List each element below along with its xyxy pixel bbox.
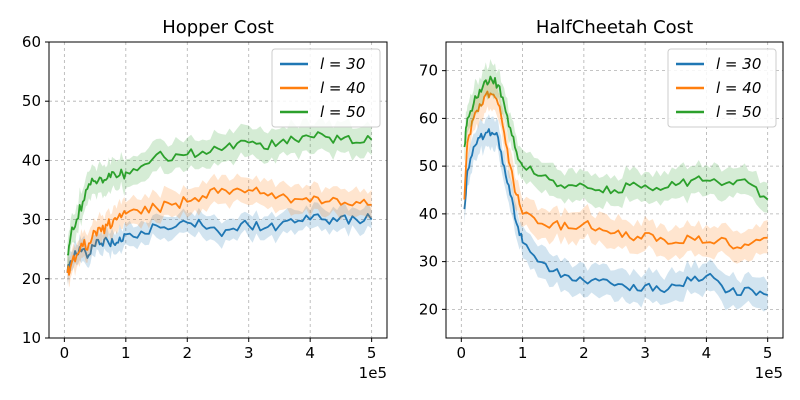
series-line-2	[66, 186, 372, 276]
x-tick-label: 2	[579, 344, 589, 362]
y-tick-label: 30	[419, 253, 438, 271]
x-tick-label: 3	[244, 344, 254, 362]
series-line-3	[463, 75, 769, 201]
legend-label: l = 40	[320, 79, 365, 97]
y-tick-label: 50	[22, 92, 41, 110]
y-tick-label: 60	[22, 33, 41, 51]
series-line-1	[463, 128, 768, 297]
legend-label: l = 40	[716, 79, 761, 97]
x-tick-label: 3	[640, 344, 650, 362]
y-tick-label: 70	[419, 62, 438, 80]
chart-title: HalfCheetah Cost	[536, 17, 693, 38]
plot-frame	[48, 41, 388, 339]
series-band-2	[464, 76, 768, 264]
legend-label: l = 30	[716, 55, 761, 73]
chart-title: Hopper Cost	[162, 17, 274, 38]
y-tick-label: 20	[22, 270, 41, 288]
x-tick-label: 0	[60, 344, 70, 362]
x-tick-label: 5	[763, 344, 773, 362]
y-tick-label: 20	[419, 300, 438, 318]
series-band-1	[464, 114, 768, 312]
y-tick-label: 10	[22, 329, 41, 347]
legend: l = 30 l = 40 l = 50	[271, 48, 381, 128]
x-tick-label: 0	[457, 344, 467, 362]
y-tick-label: 50	[419, 157, 438, 175]
y-tick-label: 40	[419, 205, 438, 223]
series-line-1	[66, 213, 373, 274]
x-tick-label: 1	[121, 344, 131, 362]
x-multiplier-label: 1e5	[359, 364, 387, 382]
x-multiplier-label: 1e5	[755, 364, 783, 382]
series-band-2	[67, 173, 372, 288]
legend-box	[271, 48, 381, 128]
x-tick-label: 2	[182, 344, 192, 362]
plot-frame	[445, 41, 784, 339]
y-tick-label: 60	[419, 109, 438, 127]
x-tick-label: 1	[518, 344, 528, 362]
legend-box	[667, 48, 777, 128]
y-tick-label: 30	[22, 211, 41, 229]
series-line-2	[463, 90, 768, 250]
legend-label: l = 50	[320, 103, 365, 121]
x-tick-label: 4	[305, 344, 315, 362]
legend-label: l = 30	[320, 55, 365, 73]
x-tick-label: 4	[702, 344, 712, 362]
series-band-3	[464, 59, 768, 213]
y-tick-label: 40	[22, 151, 41, 169]
series-line-3	[66, 131, 373, 256]
panel-halfcheetah: 0 1 2 3 4 5 20 30 40 50 60 70 HalfCheetah Cost 1e5 l =…	[419, 17, 784, 382]
series-band-3	[67, 117, 372, 271]
x-tick-label: 5	[367, 344, 377, 362]
legend: l = 30 l = 40 l = 50	[667, 48, 777, 128]
legend-label: l = 50	[716, 103, 761, 121]
